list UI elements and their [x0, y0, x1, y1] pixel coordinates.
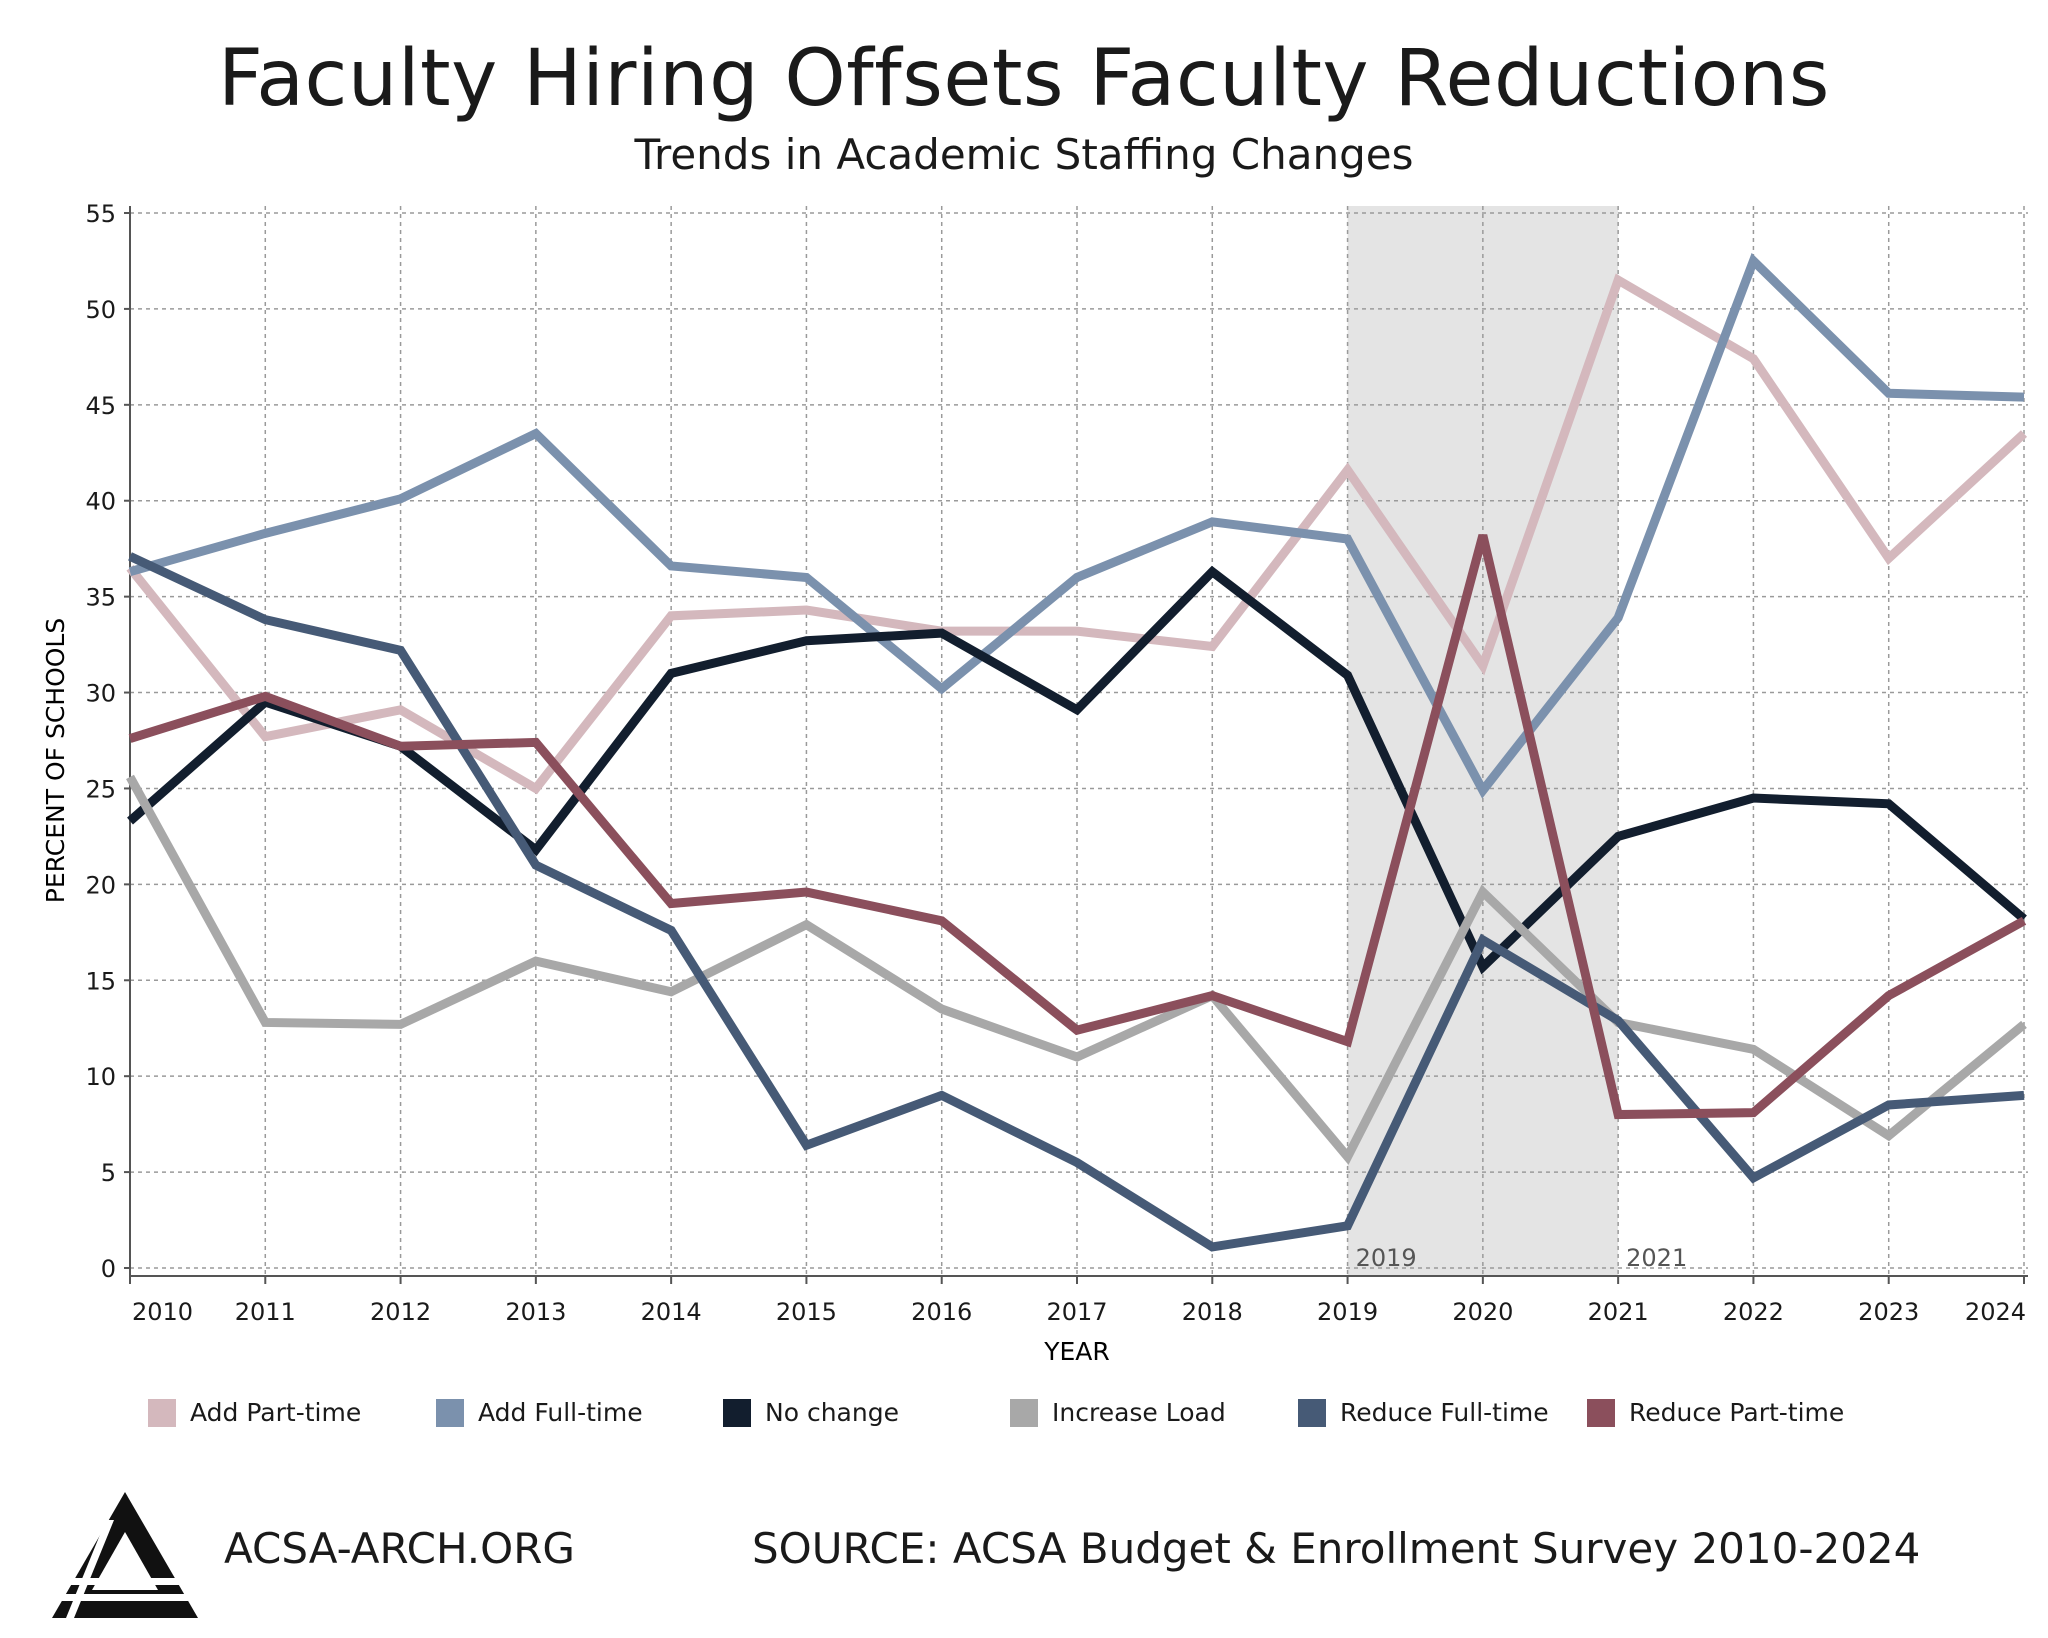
shade-label-start: 2019	[1356, 1244, 1417, 1272]
legend: Add Part-time Add Full-time No change In…	[0, 1398, 2048, 1448]
legend-label: Increase Load	[1052, 1398, 1226, 1427]
line-chart: 0 5 10 15 20 25 30 35 40 45 50 55 2010 2011 2012 2013 20…	[41, 200, 2028, 1366]
x-tick-label: 2024	[1965, 1298, 2026, 1326]
legend-label: Reduce Full-time	[1340, 1398, 1549, 1427]
y-tick-label: 15	[85, 967, 116, 995]
x-tick-label: 2012	[370, 1298, 431, 1326]
legend-swatch	[1587, 1398, 1615, 1427]
legend-item-increase-load: Increase Load	[1010, 1398, 1226, 1427]
y-tick-label: 10	[85, 1063, 116, 1091]
x-axis-label: YEAR	[1043, 1337, 1110, 1366]
legend-swatch	[1010, 1398, 1038, 1427]
x-tick-label: 2015	[776, 1298, 837, 1326]
legend-swatch	[1298, 1398, 1326, 1427]
series-line-increase-load	[126, 774, 2027, 1165]
shade-label-end: 2021	[1626, 1244, 1687, 1272]
legend-item-reduce-full-time: Reduce Full-time	[1298, 1398, 1549, 1427]
x-tick-label: 2020	[1452, 1298, 1513, 1326]
x-tick-label: 2022	[1723, 1298, 1784, 1326]
legend-swatch	[436, 1398, 464, 1427]
axes: 0 5 10 15 20 25 30 35 40 45 50 55 2010 2011 2012 2013 20…	[85, 200, 2028, 1326]
y-tick-label: 5	[101, 1159, 116, 1187]
x-tick-label: 2010	[132, 1298, 193, 1326]
y-tick-label: 40	[85, 488, 116, 516]
chart-title: Faculty Hiring Offsets Faculty Reduction…	[218, 34, 1830, 124]
legend-label: Add Part-time	[190, 1398, 362, 1427]
chart-subtitle: Trends in Academic Staffing Changes	[634, 130, 1414, 179]
legend-item-reduce-part-time: Reduce Part-time	[1587, 1398, 1844, 1427]
legend-item-add-full-time: Add Full-time	[436, 1398, 643, 1427]
legend-label: No change	[765, 1398, 899, 1427]
footer-org: ACSA-ARCH.ORG	[224, 1524, 575, 1573]
x-tick-label: 2014	[641, 1298, 702, 1326]
y-tick-label: 30	[85, 680, 116, 708]
x-tick-label: 2023	[1858, 1298, 1919, 1326]
series-lines	[126, 252, 2028, 1252]
y-tick-label: 45	[85, 392, 116, 420]
legend-swatch	[723, 1398, 751, 1427]
x-tick-label: 2017	[1046, 1298, 1107, 1326]
y-axis-label: PERCENT OF SCHOOLS	[41, 618, 70, 903]
series-line-reduce-part-time	[128, 534, 2027, 1120]
legend-label: Reduce Part-time	[1629, 1398, 1845, 1427]
series-line-add-full-time	[128, 252, 2025, 799]
y-tick-label: 20	[85, 871, 116, 899]
series-line-add-part-time	[126, 273, 2028, 795]
legend-swatch	[148, 1398, 176, 1427]
x-tick-label: 2019	[1317, 1298, 1378, 1326]
y-tick-label: 55	[85, 200, 116, 228]
legend-item-add-part-time: Add Part-time	[148, 1398, 361, 1427]
y-tick-label: 35	[85, 584, 116, 612]
series-line-no-change	[127, 565, 2027, 975]
x-tick-label: 2016	[911, 1298, 972, 1326]
legend-label: Add Full-time	[478, 1398, 643, 1427]
y-tick-label: 25	[85, 775, 116, 803]
legend-item-no-change: No change	[723, 1398, 899, 1427]
footer-source: SOURCE: ACSA Budget & Enrollment Survey …	[752, 1524, 1921, 1573]
series-line-reduce-full-time	[128, 552, 2025, 1252]
x-tick-label: 2013	[505, 1298, 566, 1326]
acsa-logo-icon	[50, 1492, 200, 1618]
x-tick-label: 2018	[1182, 1298, 1243, 1326]
y-tick-label: 50	[85, 296, 116, 324]
y-tick-label: 0	[101, 1255, 116, 1283]
x-tick-label: 2011	[235, 1298, 296, 1326]
x-tick-label: 2021	[1588, 1298, 1649, 1326]
